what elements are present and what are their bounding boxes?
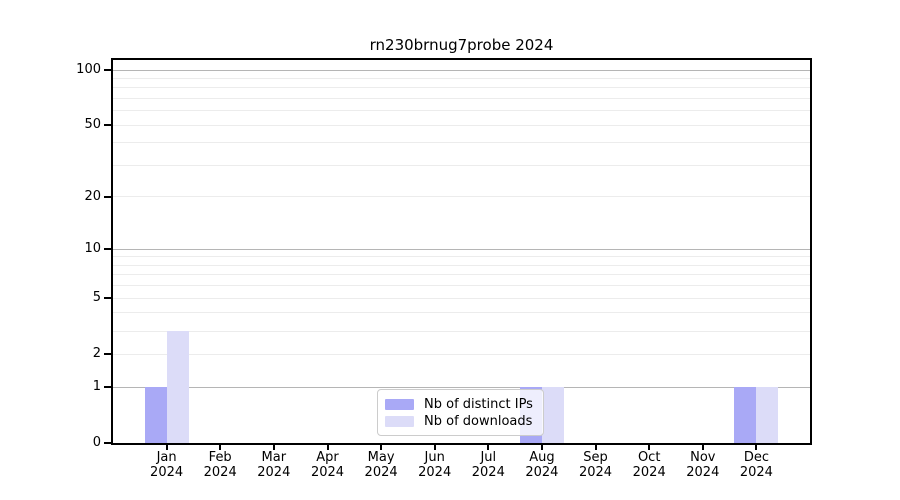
chart-title: rn230brnug7probe 2024 xyxy=(369,36,554,54)
gridline-minor xyxy=(113,165,810,166)
bar-nb-of-downloads xyxy=(541,387,564,443)
bar-nb-of-distinct-ips xyxy=(144,387,167,443)
y-tick xyxy=(104,69,111,71)
gridline-major xyxy=(113,248,810,250)
legend-item-distinct-ips: Nb of distinct IPs xyxy=(385,396,535,413)
x-tick-label: Aug 2024 xyxy=(525,450,559,480)
x-tick-label: Jan 2024 xyxy=(150,450,184,480)
gridline-minor xyxy=(113,110,810,112)
x-tick-label: Jul 2024 xyxy=(471,450,505,480)
gridline-major xyxy=(113,69,810,71)
x-tick xyxy=(272,445,275,450)
bar-nb-of-downloads xyxy=(756,387,779,443)
x-tick xyxy=(755,445,758,450)
y-tick xyxy=(104,124,111,127)
gridline-minor xyxy=(113,312,810,314)
gridline-minor xyxy=(113,274,810,276)
legend-swatch-downloads xyxy=(385,416,414,427)
gridline-minor xyxy=(113,124,810,126)
x-tick xyxy=(487,445,490,450)
x-tick-label: Mar 2024 xyxy=(257,450,291,480)
x-tick xyxy=(594,445,597,450)
gridline-minor xyxy=(113,142,810,144)
x-tick-label: Apr 2024 xyxy=(310,450,345,480)
gridline-minor xyxy=(113,285,810,287)
y-tick-label: 10 xyxy=(84,241,101,257)
x-tick xyxy=(701,445,704,450)
y-tick xyxy=(104,442,111,444)
legend-swatch-distinct-ips xyxy=(385,399,414,410)
x-tick-label: May 2024 xyxy=(364,450,398,480)
x-tick xyxy=(648,445,651,450)
y-tick xyxy=(104,195,111,198)
y-tick xyxy=(104,353,111,356)
y-tick-label: 0 xyxy=(92,435,101,450)
gridline-minor xyxy=(113,256,810,258)
x-tick-label: Oct 2024 xyxy=(632,450,666,480)
y-tick-label: 100 xyxy=(76,62,101,77)
bar-nb-of-downloads xyxy=(166,331,189,443)
y-tick-label: 1 xyxy=(92,379,101,394)
x-tick xyxy=(326,445,329,450)
gridline-minor xyxy=(113,196,810,198)
gridline-minor xyxy=(113,353,810,355)
y-tick-label: 2 xyxy=(92,346,101,362)
y-tick xyxy=(104,248,111,251)
x-tick xyxy=(165,445,168,450)
x-tick xyxy=(540,445,543,450)
y-tick-label: 5 xyxy=(92,290,101,306)
x-tick-label: Sep 2024 xyxy=(578,450,613,480)
gridline-minor xyxy=(113,98,810,99)
legend: Nb of distinct IPs Nb of downloads xyxy=(377,389,544,436)
gridline-minor xyxy=(113,297,810,299)
legend-label-distinct-ips: Nb of distinct IPs xyxy=(424,397,533,412)
gridline-minor xyxy=(113,330,810,332)
gridline-minor xyxy=(113,264,810,266)
gridline-major xyxy=(113,386,810,388)
gridline-minor xyxy=(113,77,810,79)
x-tick-label: Jun 2024 xyxy=(418,450,452,480)
bar-nb-of-distinct-ips xyxy=(734,387,757,443)
x-tick xyxy=(380,445,383,450)
y-tick-label: 20 xyxy=(84,188,101,204)
x-tick xyxy=(219,445,222,450)
legend-item-downloads: Nb of downloads xyxy=(385,413,535,430)
x-tick-label: Feb 2024 xyxy=(203,450,237,480)
y-tick-label: 50 xyxy=(84,117,101,133)
x-tick xyxy=(433,445,436,450)
y-tick xyxy=(104,386,111,388)
x-tick-label: Nov 2024 xyxy=(686,450,720,480)
gridline-minor xyxy=(113,87,810,89)
legend-label-downloads: Nb of downloads xyxy=(424,414,533,429)
x-tick-label: Dec 2024 xyxy=(739,450,773,480)
y-tick xyxy=(104,297,111,300)
